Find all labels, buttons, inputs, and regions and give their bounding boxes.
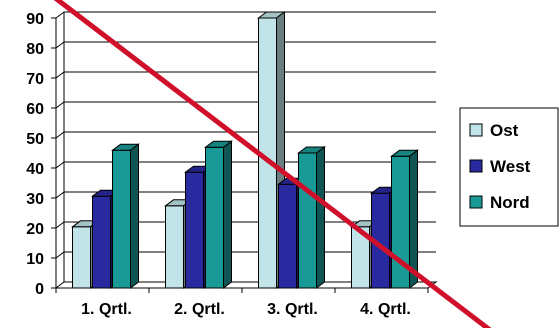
gridline-side [55, 71, 65, 79]
gridline-side [55, 11, 65, 19]
bar-side [409, 149, 418, 289]
legend-swatch [469, 159, 483, 173]
bar-front [298, 152, 317, 289]
bar-front [112, 149, 131, 289]
bar-side [223, 140, 232, 289]
y-tick-label: 30 [26, 191, 44, 208]
gridline-side [55, 161, 65, 169]
legend-swatch [469, 195, 483, 209]
x-tick-label: 1. Qrtl. [81, 301, 132, 318]
y-tick-label: 10 [26, 251, 44, 268]
bar-front [205, 146, 224, 289]
gridline-side [55, 221, 65, 229]
legend-swatch [469, 123, 483, 137]
y-tick-label: 80 [26, 41, 44, 58]
x-tick-label: 2. Qrtl. [174, 301, 225, 318]
y-tick-label: 70 [26, 71, 44, 88]
legend-label: West [490, 157, 531, 176]
bar-front [72, 226, 91, 289]
y-tick-label: 50 [26, 131, 44, 148]
bar-front [185, 171, 204, 289]
y-tick-label: 0 [35, 281, 44, 298]
bar-front [92, 195, 111, 289]
diagonal-strike-line [53, 0, 492, 332]
gridline-side [55, 101, 65, 109]
y-tick-label: 40 [26, 161, 44, 178]
overlay [53, 0, 492, 332]
bar-front [165, 205, 184, 289]
y-tick-label: 90 [26, 11, 44, 28]
gridline-side [55, 251, 65, 259]
bar [297, 146, 326, 289]
tick-labels: 0 10 20 30 40 50 60 70 80 90 1. Qrtl. 2. Qrtl. 3. Qr… [26, 11, 411, 318]
y-tick-label: 20 [26, 221, 44, 238]
y-tick-label: 60 [26, 101, 44, 118]
bar-side [130, 143, 139, 289]
gridline-side [55, 41, 65, 49]
bar [204, 140, 233, 289]
legend-label: Nord [490, 193, 530, 212]
bar-side [316, 146, 325, 289]
gridline-side [55, 131, 65, 139]
legend: Ost West Nord [459, 107, 559, 227]
x-tick-label: 3. Qrtl. [267, 301, 318, 318]
legend-label: Ost [490, 121, 519, 140]
bar-front [278, 183, 297, 289]
gridline-side [55, 191, 65, 199]
bar [111, 143, 140, 289]
x-tick-label: 4. Qrtl. [360, 301, 411, 318]
